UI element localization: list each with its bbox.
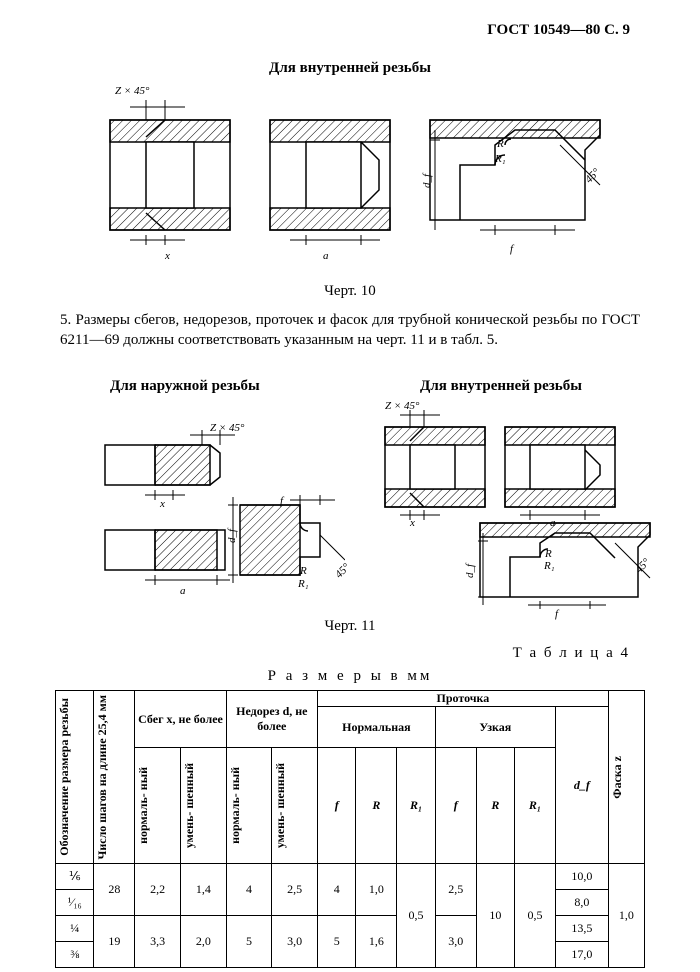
lbl-df-10: d_f bbox=[421, 174, 433, 188]
lbl-z45-11l: Z × 45° bbox=[210, 422, 244, 434]
fig10-diagram bbox=[90, 85, 610, 275]
lbl-R1-11r: R₁ bbox=[544, 560, 555, 572]
lbl-a-11l: a bbox=[180, 585, 186, 597]
lbl-R-11l: R bbox=[300, 565, 307, 577]
lbl-a: a bbox=[323, 250, 329, 262]
hdr-normalnaya: Нормальная bbox=[318, 707, 436, 748]
hdr-sbeg: Сбег x, не более bbox=[135, 691, 226, 748]
hdr-uzkaya: Узкая bbox=[435, 707, 555, 748]
hdr-faska: Фаска z bbox=[609, 752, 626, 803]
lbl-R-11r: R bbox=[545, 548, 552, 560]
lbl-f-11l: f bbox=[280, 495, 283, 507]
lbl-a-11r: a bbox=[550, 517, 556, 529]
lbl-z45-1: Z × 45° bbox=[115, 85, 149, 97]
hdr-pu-R: R bbox=[476, 748, 514, 864]
table-row: Обозначение размера резьбы Число шагов н… bbox=[56, 691, 645, 707]
table4-title: Р а з м е р ы в мм bbox=[0, 668, 700, 685]
hdr-pn-R1: R₁ bbox=[397, 748, 435, 864]
hdr-protochka: Проточка bbox=[318, 691, 609, 707]
hdr-pitch: Число шагов на длине 25,4 мм bbox=[94, 691, 111, 863]
lbl-z45-11r: Z × 45° bbox=[385, 400, 419, 412]
hdr-sx-u: умень- шенный bbox=[181, 759, 198, 852]
lbl-x-11: x bbox=[160, 498, 165, 510]
int-thread-title: Для внутренней резьбы bbox=[420, 378, 582, 395]
lbl-x: x bbox=[165, 250, 170, 262]
lbl-x-11r: x bbox=[410, 517, 415, 529]
hdr-pn-R: R bbox=[356, 748, 397, 864]
lbl-R1-10: R₁ bbox=[495, 153, 506, 165]
top-internal-thread-title: Для внутренней резьбы bbox=[0, 60, 700, 77]
paragraph-5: 5. Размеры сбегов, недорезов, проточек и… bbox=[60, 310, 640, 351]
hdr-pn-f: f bbox=[318, 748, 356, 864]
ext-thread-title: Для наружной резьбы bbox=[110, 378, 260, 395]
hdr-df: d_f bbox=[555, 707, 608, 864]
hdr-sx-n: нормаль- ный bbox=[135, 763, 152, 848]
hdr-pu-f: f bbox=[435, 748, 476, 864]
lbl-df-11l: d_f bbox=[226, 529, 238, 543]
table4-label: Т а б л и ц а 4 bbox=[513, 645, 630, 662]
hdr-pu-R1: R₁ bbox=[515, 748, 556, 864]
hdr-nedorez: Недорез d, не более bbox=[226, 691, 317, 748]
hdr-size: Обозначение размера резьбы bbox=[56, 694, 73, 860]
lbl-f-10: f bbox=[510, 243, 513, 255]
page-header: ГОСТ 10549—80 С. 9 bbox=[487, 22, 630, 39]
lbl-R-10: R bbox=[497, 138, 504, 150]
hdr-nd-n: нормаль- ный bbox=[227, 763, 244, 848]
fig11-right bbox=[375, 395, 665, 610]
table-row: ¼ 19 3,3 2,0 5 3,0 5 1,6 3,0 13,5 bbox=[56, 916, 645, 942]
fig11-caption: Черт. 11 bbox=[0, 618, 700, 635]
hdr-nd-u: умень- шенный bbox=[272, 759, 289, 852]
lbl-df-11r: d_f bbox=[464, 564, 476, 578]
table-row: ⅙ 28 2,2 1,4 4 2,5 4 1,0 0,5 2,5 10 0,5 … bbox=[56, 864, 645, 890]
table4: Обозначение размера резьбы Число шагов н… bbox=[55, 690, 645, 968]
fig10-caption: Черт. 10 bbox=[0, 283, 700, 300]
lbl-R1-11l: R₁ bbox=[298, 578, 309, 590]
